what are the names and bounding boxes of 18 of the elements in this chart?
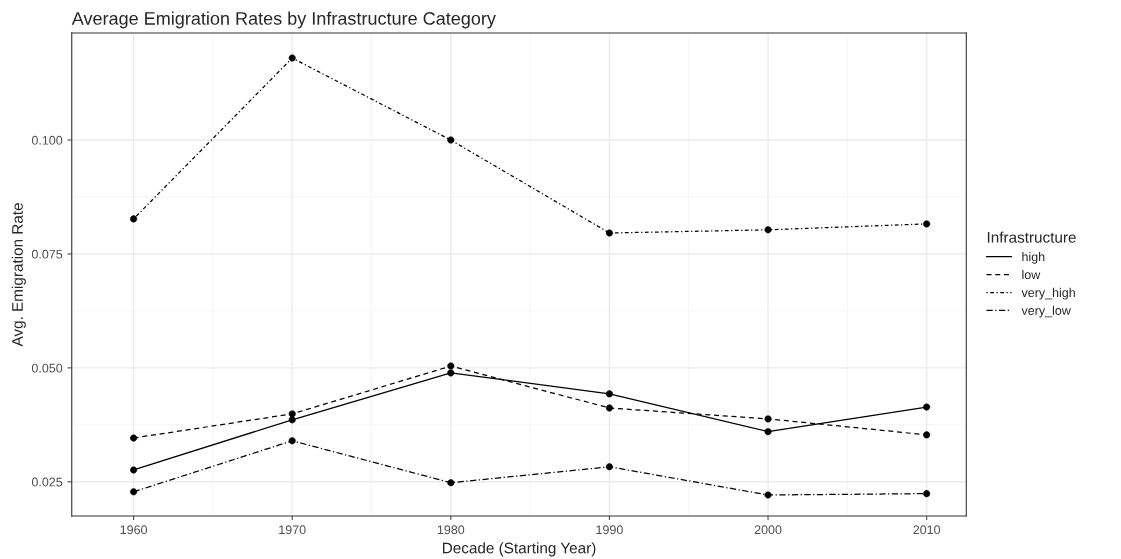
y-axis-title: Avg. Emigration Rate xyxy=(11,203,26,347)
x-tick-label: 2010 xyxy=(913,525,941,535)
x-tick-label: 1960 xyxy=(120,525,148,535)
legend-label: low xyxy=(1022,269,1041,280)
x-tick-label: 1970 xyxy=(279,525,306,535)
legend-label: very_low xyxy=(1021,305,1071,318)
legend-label: very_high xyxy=(1021,287,1075,300)
legend-label: high xyxy=(1022,252,1045,264)
y-tick-label: 0.100 xyxy=(31,135,63,145)
chart-title: Average Emigration Rates by Infrastructure Category xyxy=(71,11,496,29)
x-axis-title: Decade (Starting Year) xyxy=(442,542,596,557)
x-tick-label: 1990 xyxy=(596,525,623,535)
y-tick-label: 0.050 xyxy=(31,363,63,373)
y-tick-label: 0.025 xyxy=(31,477,63,487)
legend-title: Infrastructure xyxy=(987,231,1076,243)
x-tick-label: 1980 xyxy=(437,525,465,535)
y-tick-label: 0.075 xyxy=(31,249,63,259)
x-tick-label: 2000 xyxy=(754,525,782,535)
